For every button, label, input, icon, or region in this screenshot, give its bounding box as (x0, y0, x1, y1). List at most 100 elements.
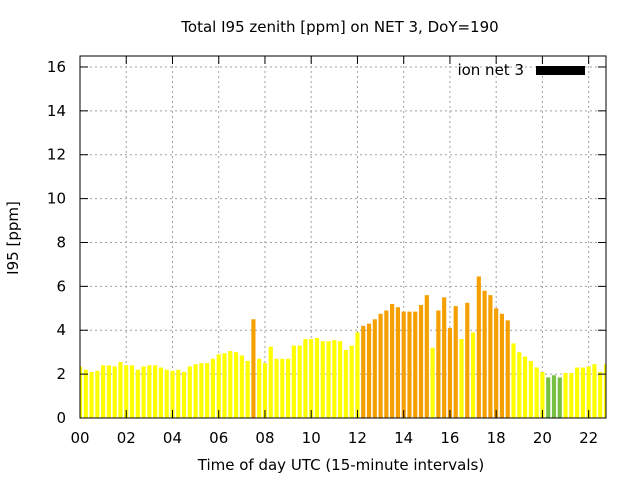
bar (320, 341, 325, 418)
x-axis-label: Time of day UTC (15-minute intervals) (197, 456, 484, 474)
bar (216, 354, 221, 418)
bar (569, 373, 574, 418)
bar (314, 337, 320, 418)
bar (459, 339, 464, 418)
bar (372, 319, 377, 418)
bar (106, 365, 111, 418)
bar (147, 365, 152, 418)
y-tick-label: 14 (47, 102, 66, 120)
y-tick-label: 2 (56, 365, 66, 383)
bar (326, 341, 331, 418)
x-tick-label: 04 (163, 429, 182, 447)
legend-label: ion net 3 (457, 61, 524, 79)
bar (124, 365, 129, 418)
bar (384, 310, 389, 418)
x-tick-label: 16 (440, 429, 459, 447)
bar (135, 369, 140, 418)
bar (517, 352, 522, 418)
bar (349, 345, 354, 418)
bar (505, 320, 510, 418)
x-tick-label: 08 (255, 429, 274, 447)
bar (257, 358, 262, 418)
bar (309, 339, 314, 418)
bar (499, 313, 505, 418)
x-tick-label: 14 (394, 429, 413, 447)
bar (511, 343, 516, 418)
bar (164, 369, 169, 418)
y-tick-label: 4 (56, 321, 66, 339)
bar (522, 356, 528, 418)
bar (586, 366, 591, 418)
bar (378, 313, 383, 418)
bar (158, 367, 164, 418)
bar (494, 308, 499, 418)
x-tick-label: 18 (487, 429, 506, 447)
bar (598, 371, 603, 418)
bar (262, 363, 268, 418)
bar (80, 366, 83, 418)
bar (476, 276, 481, 418)
bar (551, 375, 557, 418)
bar (268, 346, 273, 418)
y-tick-label: 0 (56, 409, 66, 427)
y-tick-label: 6 (56, 277, 66, 295)
bar (592, 364, 597, 418)
bar (101, 365, 106, 418)
legend: ion net 3 (457, 61, 585, 79)
x-tick-label: 02 (117, 429, 136, 447)
legend-swatch (536, 66, 585, 75)
bar (546, 377, 551, 418)
plot-border (79, 55, 607, 419)
bar (170, 370, 175, 418)
bar (453, 306, 458, 418)
bar (575, 367, 580, 418)
bar (153, 365, 158, 418)
bar (442, 297, 447, 418)
x-tick-label: 12 (348, 429, 367, 447)
y-tick-label: 16 (47, 58, 66, 76)
bar (603, 364, 606, 418)
y-axis-label: I95 [ppm] (4, 201, 22, 275)
bar (233, 352, 239, 418)
bar (193, 364, 198, 418)
bar (181, 371, 187, 418)
x-tick-label: 00 (70, 429, 89, 447)
bar (482, 290, 487, 418)
bar (418, 305, 424, 418)
axes (79, 55, 607, 419)
bar (390, 303, 395, 418)
x-tick-label: 22 (579, 429, 598, 447)
bar (199, 363, 204, 418)
bar (470, 332, 476, 418)
bar (540, 371, 545, 418)
bar (580, 367, 585, 418)
x-tick-label: 10 (302, 429, 321, 447)
bar (187, 366, 192, 418)
bar (95, 370, 100, 418)
bar (291, 345, 296, 418)
bar (447, 328, 453, 418)
bar (297, 345, 302, 418)
bar (366, 323, 372, 418)
bar (83, 369, 88, 418)
y-tick-label: 12 (47, 146, 66, 164)
y-tick-label: 10 (47, 190, 66, 208)
bar (436, 310, 441, 418)
bar (89, 371, 94, 418)
bar (407, 311, 412, 418)
bar (303, 339, 308, 418)
bars (80, 276, 606, 418)
y-tick-label: 8 (56, 233, 66, 251)
bar (355, 332, 360, 418)
x-tick-label: 20 (533, 429, 552, 447)
bar (424, 295, 429, 418)
bar (430, 347, 435, 418)
bar (286, 358, 291, 418)
bar (413, 311, 418, 418)
bar (245, 360, 250, 418)
bar (332, 340, 337, 418)
bar (118, 362, 123, 418)
bar (210, 358, 216, 418)
